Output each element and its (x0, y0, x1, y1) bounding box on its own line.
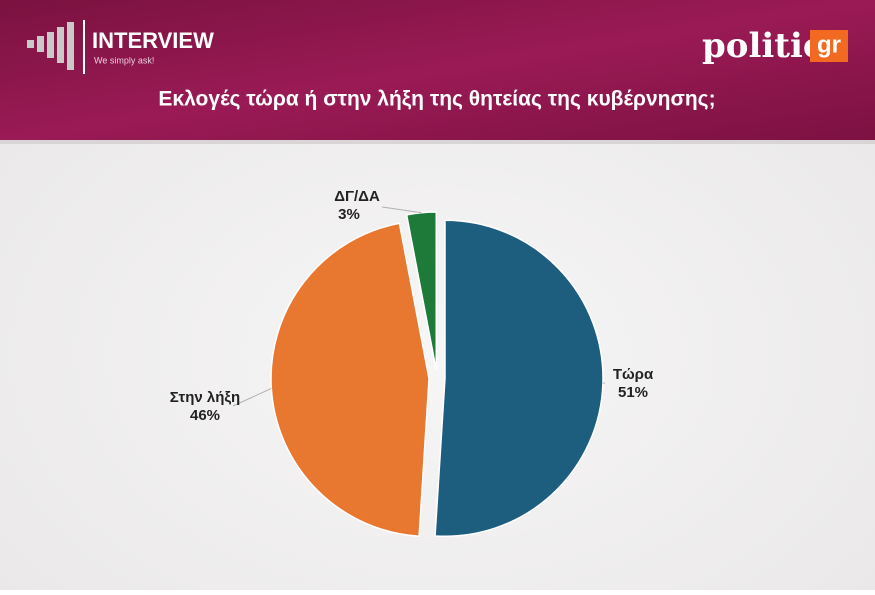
slice-value-label: 51% (618, 384, 648, 401)
slice-label: Στην λήξη (170, 389, 240, 406)
divider (83, 20, 85, 74)
slice-label: ΔΓ/ΔΑ (334, 188, 380, 205)
header-band (0, 0, 875, 140)
header-shadow (0, 140, 875, 144)
logo: politic (702, 26, 824, 66)
chart-title: Εκλογές τώρα ή στην λήξη της θητείας της… (158, 88, 715, 111)
logo-suffix: gr (817, 31, 841, 58)
slice-label: Τώρα (613, 366, 654, 383)
brand: INTERVIEW (92, 28, 214, 53)
tagline: We simply ask! (94, 55, 154, 65)
slice-value-label: 3% (338, 206, 360, 223)
slice-value-label: 46% (190, 407, 220, 424)
